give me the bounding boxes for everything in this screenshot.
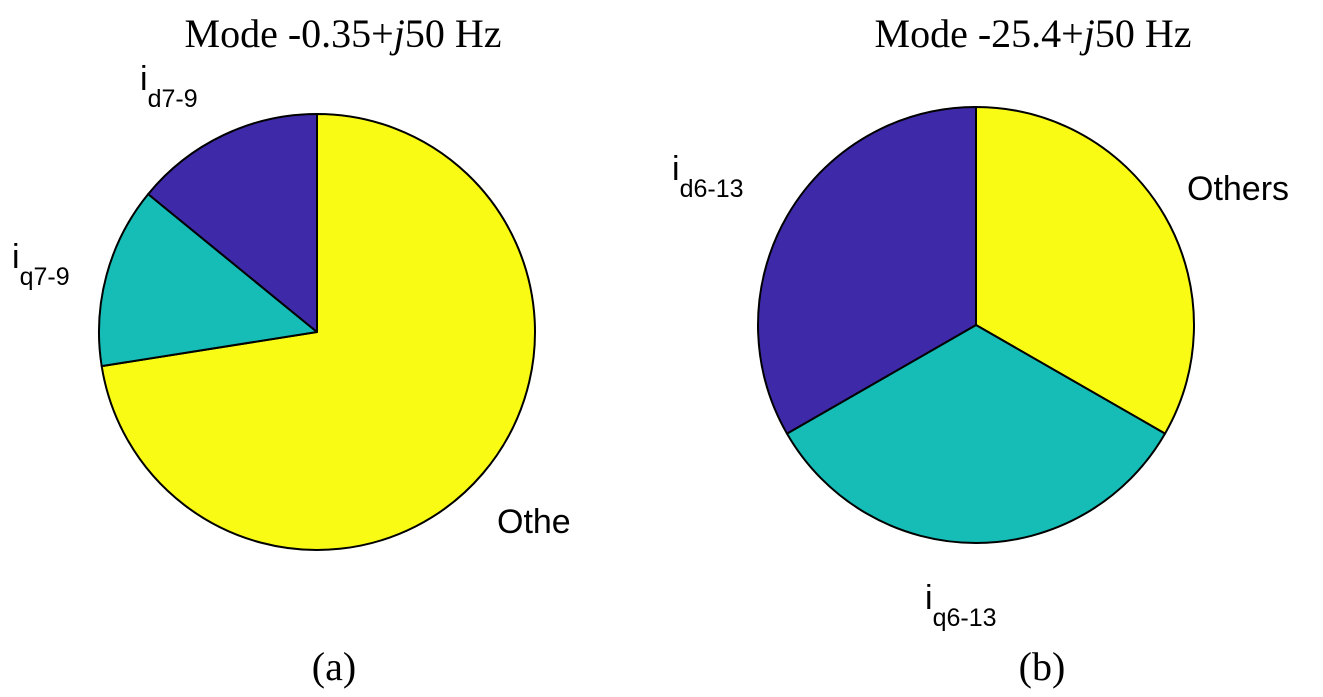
pie-slice-a-othe	[100, 113, 536, 551]
pie-slice-b-id6-13	[757, 106, 977, 435]
chart-title-a: Mode -0.35+j50 Hz	[185, 11, 502, 56]
pie-slice-a-iq7-9	[98, 193, 318, 368]
slice-label-a-id7-9: id7-9	[140, 60, 198, 113]
slice-label-b-id6-13: id6-13	[672, 150, 744, 203]
pie-chart-b: Mode -25.4+j50 Hz Others iq6-13 id6-13 (b)	[672, 11, 1289, 689]
pie-slice-a-id7-9	[147, 113, 318, 333]
slice-label-a-othe: Othe	[497, 503, 571, 541]
slice-label-b-iq6-13: iq6-13	[925, 579, 997, 632]
chart-title-b: Mode -25.4+j50 Hz	[875, 11, 1192, 56]
figure-caption-a: (a)	[312, 644, 356, 689]
slice-label-b-others: Others	[1187, 170, 1289, 208]
pie-chart-a: Mode -0.35+j50 Hz Othe iq7-9 id7-9 (a)	[12, 11, 571, 689]
pie-slice-b-others	[975, 106, 1195, 435]
pie-slices-a	[98, 113, 536, 551]
figure-caption-b: (b)	[1019, 644, 1066, 689]
pie-labels-b: Others iq6-13 id6-13	[672, 150, 1289, 632]
slice-label-a-iq7-9: iq7-9	[12, 238, 70, 291]
pie-slices-b	[757, 106, 1195, 544]
pie-labels-a: Othe iq7-9 id7-9	[12, 60, 571, 541]
